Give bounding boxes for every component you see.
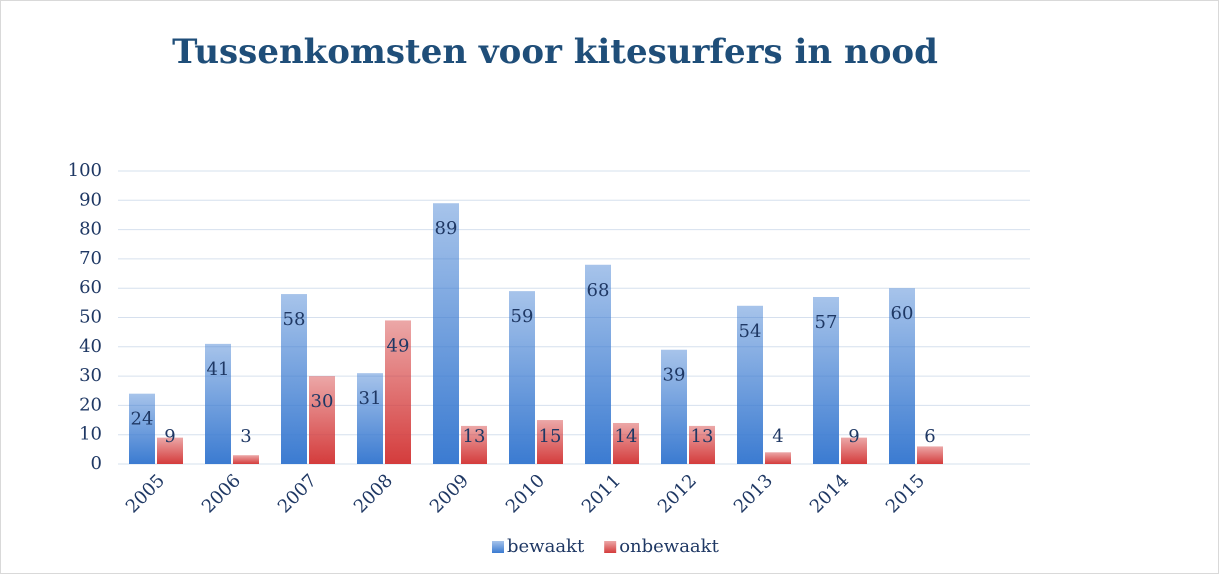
- y-tick-label: 30: [79, 365, 102, 386]
- bar: [309, 376, 335, 464]
- chart-title: Tussenkomsten voor kitesurfers in nood: [172, 32, 938, 72]
- data-label: 13: [463, 426, 486, 447]
- bar: [433, 203, 459, 465]
- y-tick-label: 10: [79, 424, 102, 445]
- bar: [689, 425, 715, 464]
- data-label: 54: [739, 321, 762, 342]
- bar: [385, 320, 411, 464]
- data-label: 68: [587, 280, 610, 301]
- bar: [841, 437, 867, 464]
- y-tick-label: 80: [79, 219, 102, 240]
- data-label: 31: [359, 388, 382, 409]
- legend-swatch: [604, 541, 617, 553]
- bar: [129, 393, 155, 464]
- legend-label: bewaakt: [507, 536, 585, 557]
- bar: [233, 455, 259, 464]
- bar: [205, 343, 231, 464]
- y-tick-label: 20: [79, 394, 102, 415]
- bar: [765, 452, 791, 464]
- data-label: 57: [815, 312, 838, 333]
- data-label: 9: [164, 426, 175, 447]
- y-tick-label: 60: [79, 277, 102, 298]
- bar: [281, 294, 307, 464]
- data-label: 58: [283, 309, 306, 330]
- bar: [889, 288, 915, 464]
- data-label: 30: [311, 391, 334, 412]
- data-label: 59: [511, 306, 534, 327]
- bar: [917, 446, 943, 464]
- bar: [461, 425, 487, 464]
- data-label: 13: [691, 426, 714, 447]
- data-label: 89: [435, 218, 458, 239]
- data-label: 15: [539, 426, 562, 447]
- data-label: 14: [615, 426, 638, 447]
- legend-label: onbewaakt: [619, 536, 719, 557]
- bar: [509, 291, 535, 464]
- bar: [157, 437, 183, 464]
- bar: [661, 349, 687, 464]
- y-tick-label: 100: [68, 160, 102, 181]
- legend-swatch: [492, 541, 504, 553]
- data-label: 4: [772, 426, 783, 447]
- bar: [537, 420, 563, 464]
- data-label: 6: [924, 426, 935, 447]
- bar: [613, 422, 639, 464]
- data-label: 49: [387, 335, 410, 356]
- y-tick-label: 50: [79, 307, 102, 328]
- bar: [813, 296, 839, 464]
- y-tick-label: 40: [79, 336, 102, 357]
- bar: [585, 264, 611, 464]
- y-tick-label: 0: [91, 453, 102, 474]
- data-label: 39: [663, 365, 686, 386]
- data-label: 3: [240, 426, 251, 447]
- bar: [357, 373, 383, 464]
- data-label: 60: [891, 303, 914, 324]
- data-label: 9: [848, 426, 859, 447]
- y-tick-label: 70: [79, 248, 102, 269]
- data-label: 24: [131, 409, 154, 430]
- bar: [737, 305, 763, 464]
- y-tick-label: 90: [79, 189, 102, 210]
- data-label: 41: [207, 359, 230, 380]
